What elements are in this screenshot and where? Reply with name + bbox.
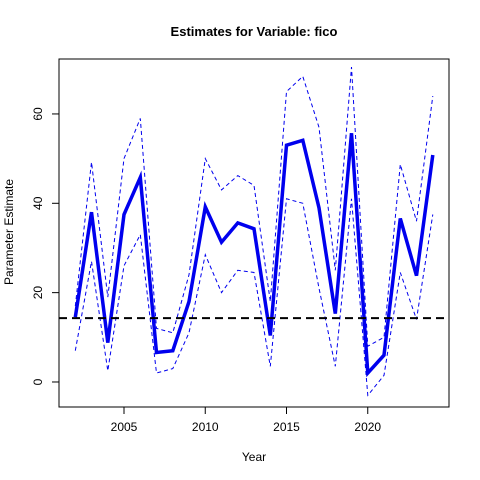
x-axis-label: Year [242, 450, 266, 464]
x-tick-label: 2005 [111, 420, 138, 434]
plot-area [59, 66, 449, 397]
upper-bound-line [74, 66, 434, 348]
x-tick-label: 2020 [354, 420, 381, 434]
y-tick-label: 60 [31, 107, 45, 121]
x-axis: 2005 2010 2015 2020 [111, 406, 381, 434]
chart-title: Estimates for Variable: fico [171, 24, 338, 39]
y-tick-label: 20 [31, 286, 45, 300]
y-tick-label: 40 [31, 196, 45, 210]
y-tick-label: 0 [31, 378, 45, 385]
x-tick-label: 2010 [192, 420, 219, 434]
x-tick-label: 2015 [273, 420, 300, 434]
lower-bound-line [74, 198, 434, 397]
y-axis-label: Parameter Estimate [2, 179, 16, 285]
y-axis: 0 20 40 60 [31, 107, 60, 385]
estimate-line [73, 133, 435, 378]
